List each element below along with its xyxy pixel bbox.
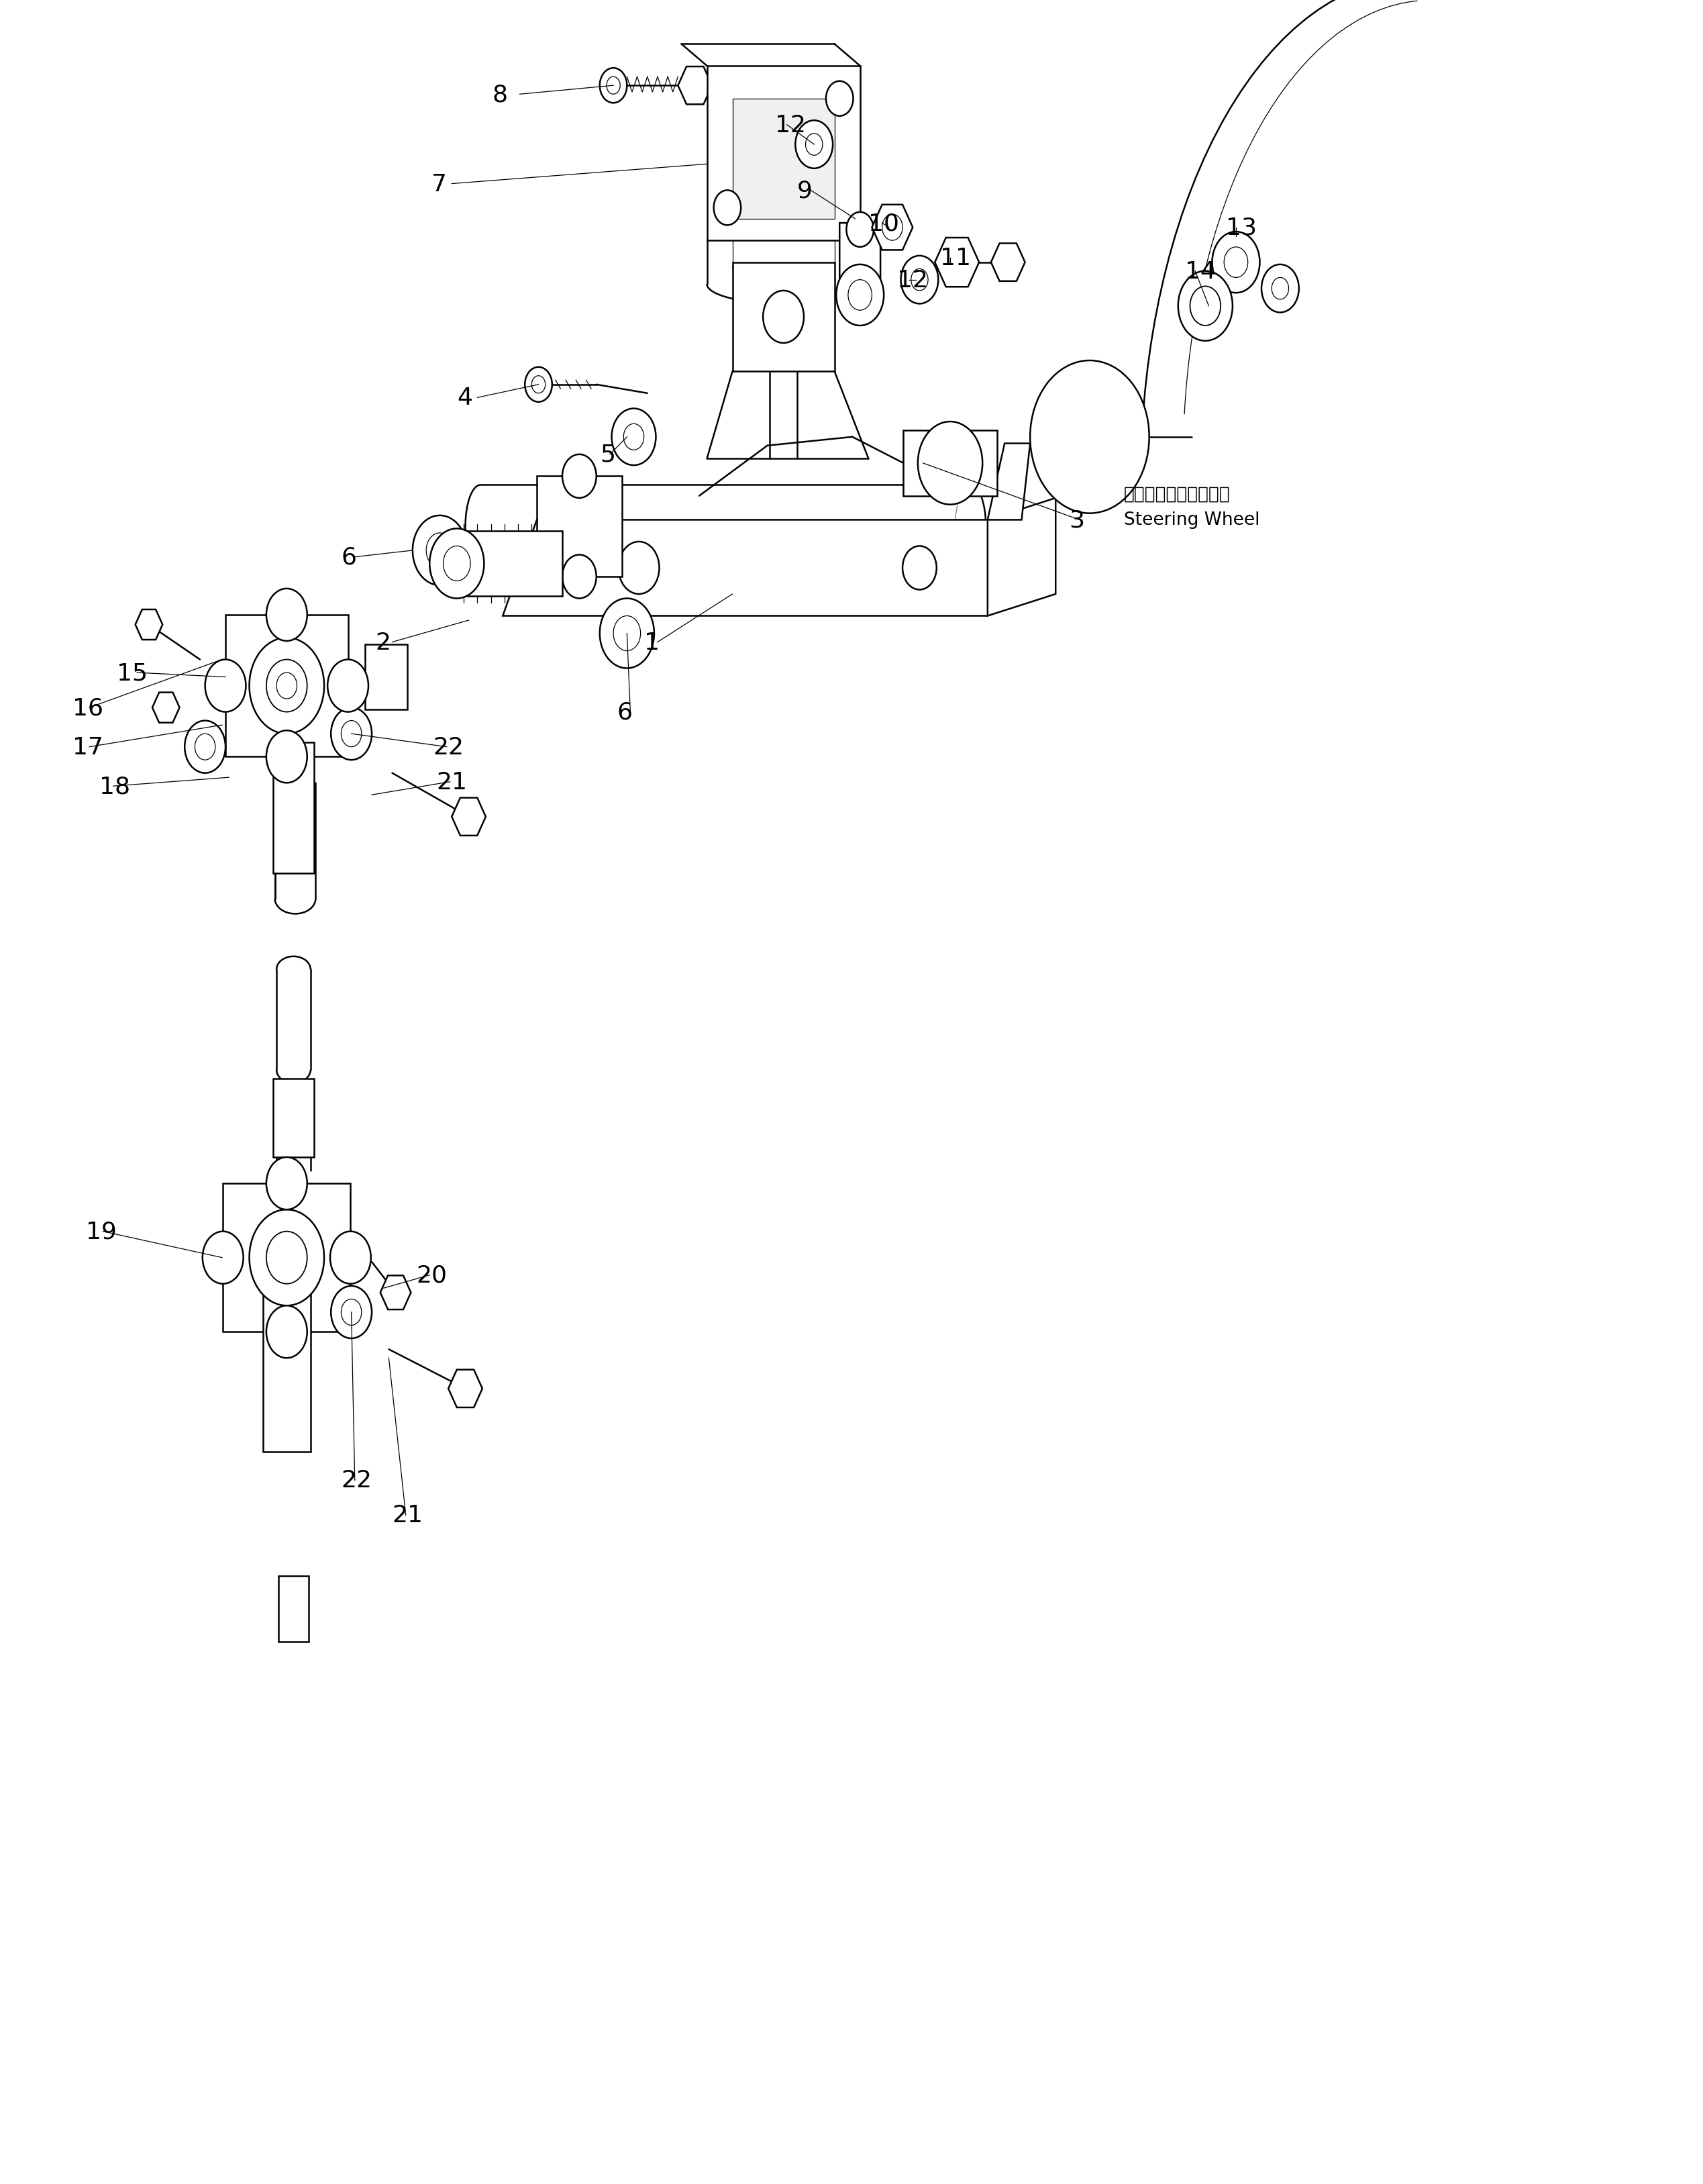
Bar (278, 1577, 308, 1642)
Circle shape (846, 212, 874, 247)
Circle shape (525, 367, 552, 402)
Circle shape (330, 1286, 371, 1339)
Text: 22: 22 (341, 1470, 371, 1492)
Polygon shape (225, 616, 347, 758)
Circle shape (203, 1232, 244, 1284)
Bar (732, 262, 834, 371)
Text: 5: 5 (599, 443, 615, 465)
Circle shape (1178, 271, 1233, 341)
Bar (364, 644, 407, 710)
Circle shape (714, 190, 741, 225)
Circle shape (330, 1232, 371, 1284)
Polygon shape (991, 245, 1025, 282)
Circle shape (327, 660, 368, 712)
Text: 15: 15 (116, 662, 148, 684)
Polygon shape (988, 498, 1056, 616)
Circle shape (618, 542, 659, 594)
Polygon shape (502, 520, 1022, 616)
Text: 17: 17 (73, 736, 104, 758)
Bar (903, 430, 996, 496)
Circle shape (562, 555, 596, 598)
Polygon shape (135, 609, 162, 640)
Text: 6: 6 (341, 546, 356, 568)
Circle shape (763, 290, 804, 343)
Text: 3: 3 (1069, 509, 1085, 531)
Text: 21: 21 (436, 771, 467, 793)
Bar (272, 743, 313, 874)
Text: Steering Wheel: Steering Wheel (1124, 511, 1260, 529)
Circle shape (611, 408, 656, 465)
Text: 16: 16 (73, 697, 104, 719)
Text: 21: 21 (392, 1505, 422, 1527)
Bar (272, 1079, 313, 1158)
Circle shape (266, 1158, 307, 1210)
Text: 10: 10 (869, 212, 899, 236)
Circle shape (249, 1210, 324, 1306)
Text: 19: 19 (85, 1221, 118, 1243)
Circle shape (1213, 232, 1260, 293)
Text: 11: 11 (940, 247, 971, 271)
Text: 7: 7 (431, 173, 446, 197)
Circle shape (836, 264, 884, 325)
Bar (732, 98, 834, 218)
Circle shape (184, 721, 225, 773)
Circle shape (249, 638, 324, 734)
Bar (460, 531, 562, 596)
Polygon shape (707, 66, 860, 240)
Text: 18: 18 (99, 775, 131, 797)
Text: 13: 13 (1226, 216, 1257, 240)
Text: 12: 12 (775, 114, 806, 138)
Polygon shape (872, 205, 913, 251)
Circle shape (826, 81, 853, 116)
Circle shape (429, 529, 484, 598)
Polygon shape (678, 68, 712, 105)
Circle shape (330, 708, 371, 760)
Circle shape (266, 590, 307, 642)
Circle shape (795, 120, 833, 168)
Circle shape (1030, 360, 1150, 513)
Polygon shape (935, 238, 979, 288)
Polygon shape (840, 223, 880, 310)
Polygon shape (152, 692, 179, 723)
Circle shape (266, 1306, 307, 1358)
Text: ステアリングホイール: ステアリングホイール (1124, 485, 1230, 502)
Polygon shape (223, 1184, 351, 1332)
Circle shape (599, 598, 654, 668)
Bar (262, 1289, 310, 1452)
Bar (536, 476, 622, 577)
Text: 9: 9 (797, 179, 812, 203)
Circle shape (918, 422, 983, 505)
Circle shape (599, 68, 627, 103)
Circle shape (901, 256, 938, 304)
Text: 22: 22 (433, 736, 463, 758)
Polygon shape (988, 443, 1030, 520)
Text: 20: 20 (416, 1265, 446, 1286)
Circle shape (412, 515, 467, 585)
Text: 2: 2 (375, 631, 390, 653)
Text: 8: 8 (492, 83, 507, 107)
Polygon shape (380, 1275, 410, 1310)
Text: 14: 14 (1185, 260, 1216, 284)
Text: 1: 1 (644, 631, 659, 653)
Text: 12: 12 (897, 269, 928, 293)
Circle shape (562, 454, 596, 498)
Polygon shape (448, 1369, 482, 1409)
Text: 6: 6 (616, 701, 632, 723)
Circle shape (266, 732, 307, 784)
Polygon shape (451, 797, 485, 836)
Circle shape (903, 546, 937, 590)
Text: 4: 4 (456, 387, 472, 408)
Circle shape (204, 660, 245, 712)
Circle shape (1262, 264, 1299, 312)
